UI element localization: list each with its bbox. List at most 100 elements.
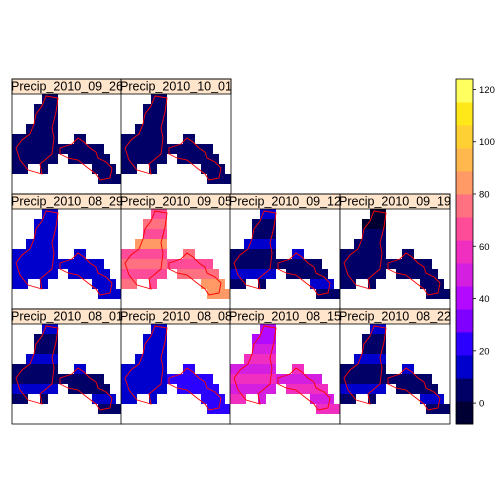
raster-cell bbox=[276, 259, 322, 269]
raster-cell bbox=[149, 394, 157, 404]
legend-tick-label: 100 bbox=[479, 137, 495, 148]
raster-cell bbox=[143, 344, 167, 354]
region-boundary-south bbox=[59, 367, 113, 411]
raster-cell bbox=[121, 394, 137, 404]
region-boundary-north bbox=[15, 95, 59, 175]
raster-cell bbox=[340, 269, 386, 279]
raster-cell bbox=[201, 164, 225, 174]
raster-cell bbox=[177, 384, 219, 394]
panel: Precip_2010_09_05 bbox=[120, 193, 232, 310]
panel: Precip_2010_08_29 bbox=[11, 193, 123, 310]
raster-cell bbox=[167, 374, 213, 384]
raster-cell bbox=[362, 334, 386, 344]
legend-tick-label: 0 bbox=[479, 399, 484, 410]
raster-cell bbox=[34, 219, 58, 229]
legend-color-step bbox=[456, 148, 473, 172]
raster-cell bbox=[354, 239, 386, 249]
raster-cell bbox=[121, 374, 167, 384]
raster-cells bbox=[121, 209, 231, 299]
raster-cell bbox=[420, 394, 444, 404]
raster-cell bbox=[340, 259, 386, 269]
legend-color-step bbox=[456, 332, 473, 356]
raster-cell bbox=[396, 384, 438, 394]
raster-cell bbox=[340, 394, 356, 404]
raster-cell bbox=[121, 164, 137, 174]
raster-cell bbox=[149, 164, 157, 174]
raster-cell bbox=[207, 404, 231, 414]
region-boundary-south bbox=[59, 137, 113, 181]
raster-cell bbox=[68, 154, 110, 164]
raster-cell bbox=[276, 374, 322, 384]
legend-color-step bbox=[456, 309, 473, 333]
raster-cell bbox=[42, 209, 58, 219]
raster-cells bbox=[121, 94, 231, 184]
raster-cell bbox=[121, 134, 167, 144]
raster-cell bbox=[42, 94, 58, 104]
raster-cells bbox=[340, 324, 450, 414]
region-boundary-north bbox=[343, 210, 387, 290]
region-boundary-north bbox=[233, 210, 277, 290]
raster-cell bbox=[40, 164, 48, 174]
raster-cell bbox=[34, 114, 58, 124]
raster-cell bbox=[370, 324, 386, 334]
region-boundary-north bbox=[124, 210, 168, 290]
raster-cell bbox=[258, 394, 266, 404]
raster-cell bbox=[121, 144, 167, 154]
region-boundary-south bbox=[387, 367, 441, 411]
raster-cell bbox=[92, 394, 116, 404]
raster-cell bbox=[167, 144, 213, 154]
region-boundary-south bbox=[168, 137, 222, 181]
legend-tick-label: 80 bbox=[479, 190, 490, 201]
raster-cell bbox=[340, 374, 386, 384]
raster-cell bbox=[92, 279, 116, 289]
raster-cell bbox=[310, 279, 334, 289]
raster-cell bbox=[12, 374, 58, 384]
raster-cell bbox=[40, 394, 48, 404]
raster-cell bbox=[12, 384, 58, 394]
raster-cell bbox=[12, 249, 58, 259]
raster-cell bbox=[135, 124, 167, 134]
legend-color-step bbox=[456, 79, 473, 103]
raster-cell bbox=[354, 354, 386, 364]
raster-cell bbox=[121, 269, 167, 279]
raster-cell bbox=[98, 174, 122, 184]
raster-cell bbox=[12, 154, 58, 164]
raster-cell bbox=[58, 144, 104, 154]
raster-cell bbox=[40, 279, 48, 289]
raster-cell bbox=[230, 394, 246, 404]
raster-cell bbox=[12, 259, 58, 269]
raster-cell bbox=[316, 289, 340, 299]
raster-cell bbox=[68, 269, 110, 279]
raster-cell bbox=[12, 394, 28, 404]
raster-cell bbox=[420, 279, 444, 289]
raster-cell bbox=[368, 279, 376, 289]
legend-color-step bbox=[456, 194, 473, 218]
raster-cell bbox=[143, 334, 167, 344]
raster-cells bbox=[12, 324, 122, 414]
legend-color-step bbox=[456, 378, 473, 402]
raster-cell bbox=[252, 334, 276, 344]
raster-cells bbox=[12, 94, 122, 184]
raster-cell bbox=[12, 364, 58, 374]
raster-cell bbox=[386, 374, 432, 384]
legend-frame bbox=[455, 78, 474, 425]
region-boundary-north bbox=[124, 325, 168, 405]
legend-color-step bbox=[456, 102, 473, 126]
panel-title: Precip_2010_09_19 bbox=[339, 195, 451, 209]
region-boundary-south bbox=[277, 367, 331, 411]
raster-cell bbox=[258, 279, 266, 289]
legend-color-step bbox=[456, 355, 473, 379]
raster-cell bbox=[396, 269, 438, 279]
raster-cell bbox=[135, 354, 167, 364]
raster-cell bbox=[143, 104, 167, 114]
raster-cell bbox=[244, 354, 276, 364]
raster-cell bbox=[151, 209, 167, 219]
raster-cells bbox=[230, 324, 340, 414]
raster-cell bbox=[426, 404, 450, 414]
region-boundary-south bbox=[277, 252, 331, 296]
panel-title: Precip_2010_08_01 bbox=[11, 310, 123, 324]
raster-cell bbox=[252, 344, 276, 354]
raster-cell bbox=[12, 279, 28, 289]
